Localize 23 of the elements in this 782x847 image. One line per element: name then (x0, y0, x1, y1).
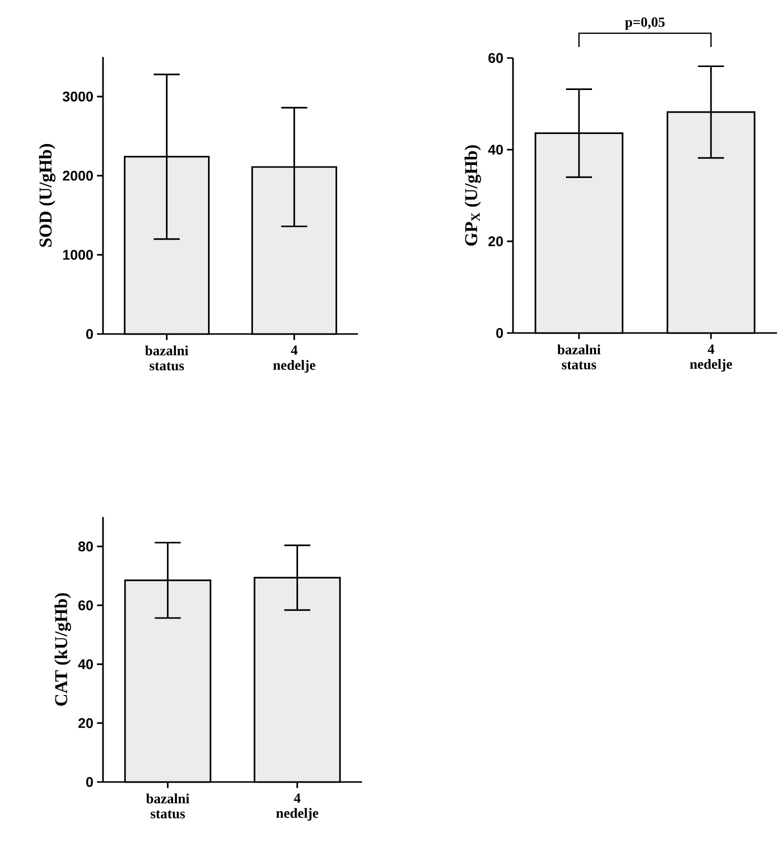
y-tick-label: 0 (86, 777, 93, 787)
y-tick-label: 40 (78, 659, 93, 670)
y-axis-title: CAT (kU/gHb) (54, 593, 72, 706)
x-tick-label: bazalni status (145, 346, 188, 370)
y-tick-label: 80 (78, 541, 93, 552)
y-tick-label: 3000 (62, 92, 93, 102)
y-tick-label: 40 (488, 144, 503, 155)
x-tick-label: bazalni status (146, 794, 190, 818)
y-tick-label: 1000 (63, 250, 93, 260)
y-tick-label: 2000 (62, 170, 93, 181)
y-tick-label: 20 (78, 718, 93, 728)
y-tick-label: 60 (78, 600, 93, 610)
x-tick-label: 4 nedelje (276, 794, 318, 821)
text: p=0,05 (625, 17, 665, 30)
y-axis-title: GP$_{X}$ (U/gHb) (464, 145, 482, 246)
y-tick-label: 20 (488, 236, 503, 246)
x-tick-label: 4 nedelje (273, 346, 316, 373)
x-tick-label: 4 nedelje (690, 344, 732, 372)
y-tick-label: 0 (86, 329, 93, 339)
y-tick-label: 0 (496, 328, 503, 338)
y-tick-label: 60 (488, 53, 503, 63)
y-axis-title: SOD (U/gHb) (38, 144, 56, 247)
x-tick-label: bazalni status (557, 344, 601, 370)
